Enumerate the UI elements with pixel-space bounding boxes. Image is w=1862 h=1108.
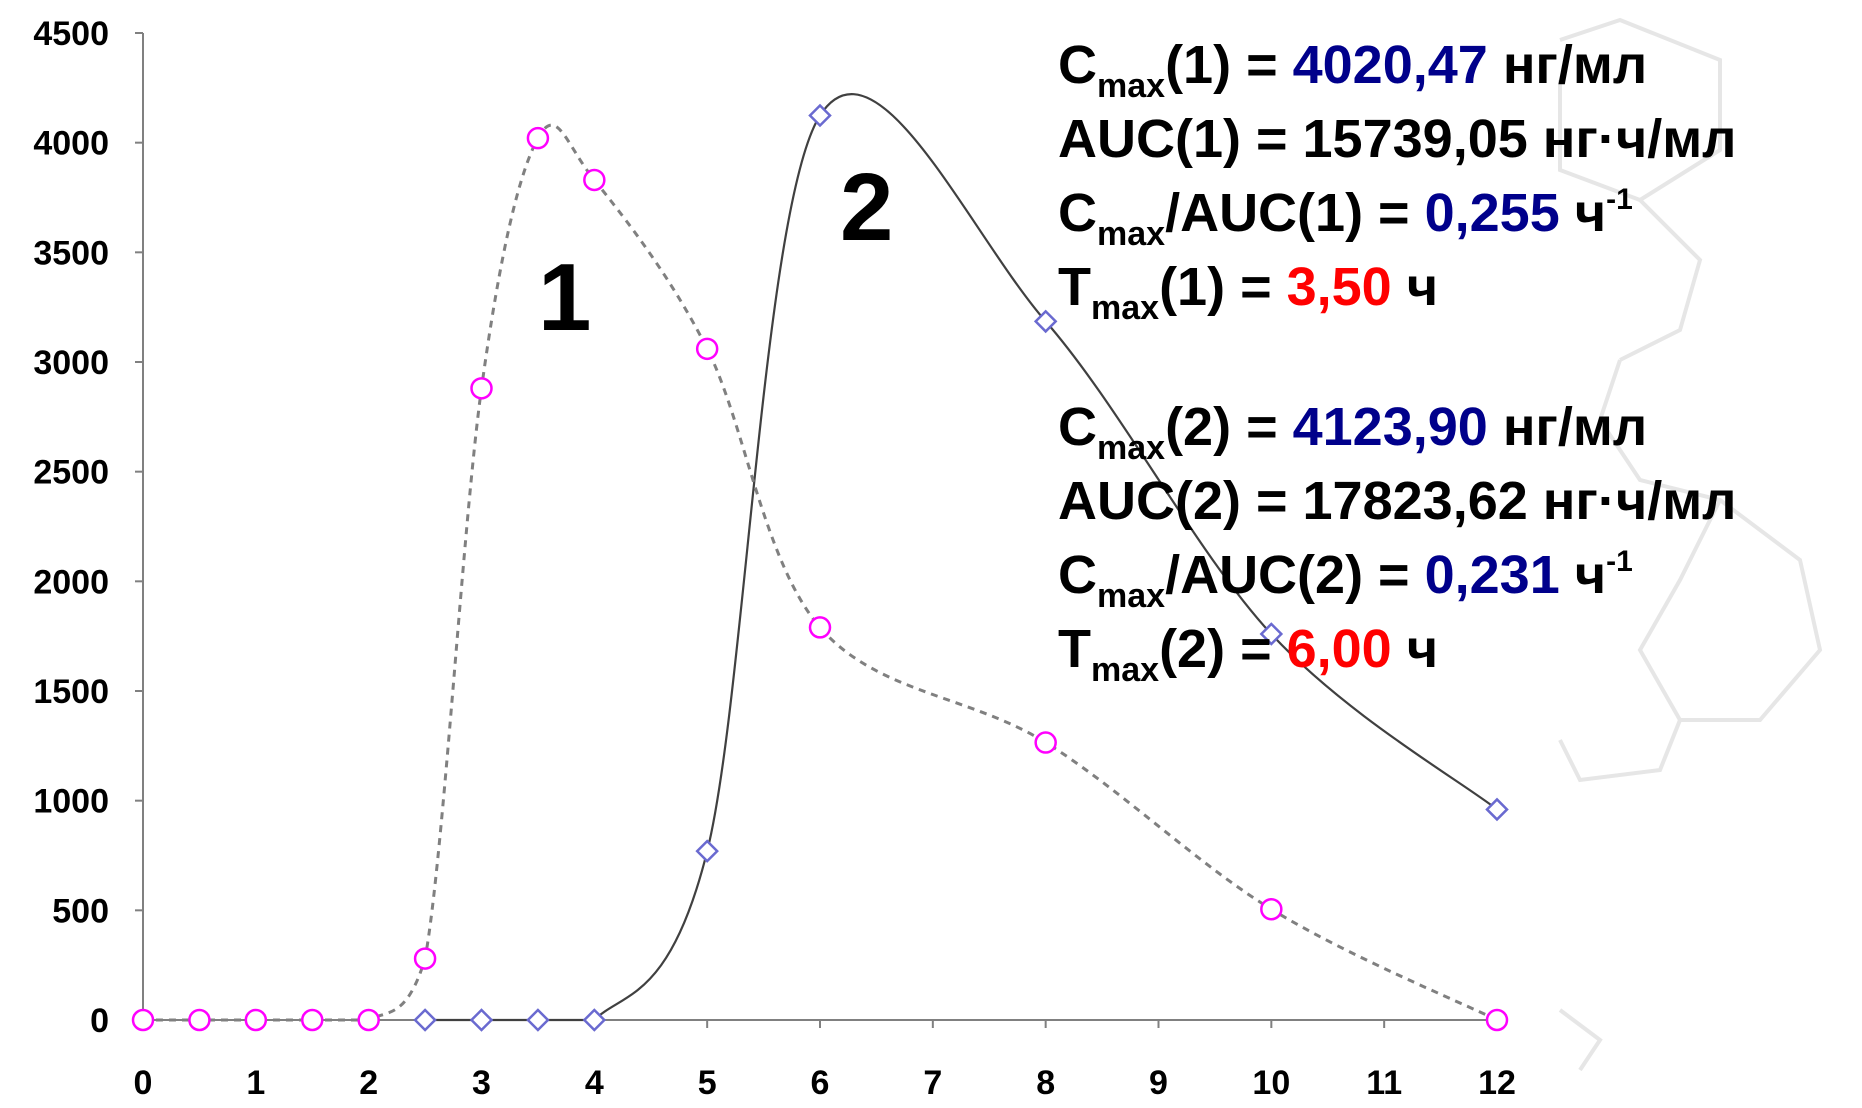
series-2-point: [1485, 797, 1509, 822]
series-2-label: 2: [840, 154, 893, 261]
tmax-2-unit: ч: [1391, 619, 1439, 679]
series-1-label: 1: [538, 244, 591, 351]
x-tick-label: 11: [1366, 1064, 1402, 1102]
series-1-point: [470, 377, 493, 400]
auc-2-line: AUC(2) = 17823,62 нг·ч/мл: [1058, 471, 1737, 531]
tmax-1-sub: max: [1091, 289, 1160, 327]
y-tick-label: 3000: [33, 344, 109, 382]
cmax-1-value: 4020,47: [1292, 35, 1488, 95]
cmax-1-sub: max: [1097, 67, 1166, 105]
tmax-1-label: T: [1058, 257, 1091, 317]
cmax-2-arg: (2) =: [1165, 397, 1293, 457]
cmax-1-label: C: [1058, 35, 1097, 95]
background-molecule-watermark: [1558, 17, 1823, 1072]
cmax-1-line: Cmax(1) = 4020,47 нг/мл: [1058, 28, 1736, 105]
x-tick-label: 0: [134, 1064, 153, 1102]
series-markers: [131, 103, 1509, 1032]
cmax-2-sub: max: [1097, 429, 1166, 467]
x-tick-label: 8: [1036, 1064, 1055, 1102]
series-1-point: [1034, 731, 1057, 754]
cmax-2-label: C: [1058, 397, 1097, 457]
y-tick-label: 4500: [33, 15, 109, 53]
tmax-2-label: T: [1058, 619, 1091, 679]
x-tick-label: 2: [359, 1064, 378, 1102]
tmax-2-arg: (2) =: [1159, 619, 1287, 679]
tmax-1-value: 3,50: [1286, 257, 1392, 317]
series-2-point: [1259, 622, 1284, 646]
y-tick-label: 500: [52, 892, 109, 930]
x-tick-label: 5: [698, 1064, 717, 1102]
x-tick-label: 6: [811, 1064, 830, 1102]
stats-gap: [1058, 324, 1736, 390]
series-1-point: [131, 1008, 155, 1032]
tmax-1-line: Tmax(1) = 3,50 ч: [1058, 250, 1736, 327]
x-tick-label: 7: [923, 1064, 942, 1102]
x-tick-label: 1: [246, 1064, 265, 1102]
y-tick-label: 1000: [33, 783, 109, 821]
series-1-point: [188, 1008, 211, 1032]
series-2-line: [425, 93, 1498, 1022]
series-1-point: [1485, 1008, 1509, 1032]
tmax-1-arg: (1) =: [1159, 257, 1287, 317]
ratio-2-line: Cmax/AUC(2) = 0,231 ч-1: [1058, 538, 1736, 615]
series-lines: [143, 93, 1498, 1022]
cmax-2-unit: нг/мл: [1487, 397, 1648, 457]
series-2-point: [469, 1008, 494, 1032]
series-2-point: [526, 1008, 550, 1032]
x-tick-label: 10: [1252, 1064, 1290, 1102]
ratio-2-value: 0,231: [1424, 545, 1560, 605]
y-tick-label: 2500: [33, 454, 109, 492]
tmax-1-unit: ч: [1391, 257, 1439, 317]
y-tick-label: 1500: [33, 673, 109, 711]
tmax-2-line: Tmax(2) = 6,00 ч: [1058, 612, 1736, 689]
series-2-point: [808, 103, 832, 128]
tmax-2-value: 6,00: [1286, 619, 1392, 679]
ratio-2-sub: max: [1097, 577, 1166, 615]
series-1-point: [413, 947, 437, 970]
ratio-1-arg: /AUC(1) =: [1165, 183, 1425, 243]
series-1-point: [695, 337, 719, 361]
x-tick-label: 3: [472, 1064, 491, 1102]
x-tick-label: 9: [1149, 1064, 1168, 1102]
y-axis-ticks: 0 500 1000 1500 2000 2500 3000 3500 4000 4500: [33, 15, 143, 1040]
y-tick-label: 3500: [33, 234, 109, 272]
ratio-1-line: Cmax/AUC(1) = 0,255 ч-1: [1058, 176, 1736, 253]
cmax-2-line: Cmax(2) = 4123,90 нг/мл: [1058, 390, 1736, 467]
auc-1-line: AUC(1) = 15739,05 нг·ч/мл: [1058, 109, 1737, 169]
ratio-1-label: C: [1058, 183, 1097, 243]
series-2-point: [1033, 309, 1058, 334]
series-2-point: [413, 1008, 437, 1032]
ratio-1-sub: max: [1097, 215, 1166, 253]
ratio-1-exp: -1: [1606, 183, 1633, 216]
ratio-1-unit: ч: [1559, 183, 1607, 243]
cmax-1-unit: нг/мл: [1487, 35, 1648, 95]
ratio-1-value: 0,255: [1424, 183, 1560, 243]
x-tick-label: 4: [585, 1064, 604, 1102]
x-axis-ticks: 0 1 2 3 4 5 6 7 8 9 10 11 12: [134, 1020, 1516, 1102]
ratio-2-unit: ч: [1559, 545, 1607, 605]
series-1-point: [244, 1008, 268, 1032]
ratio-2-arg: /AUC(2) =: [1165, 545, 1425, 605]
y-tick-label: 0: [90, 1002, 109, 1040]
stats-panel: Cmax(1) = 4020,47 нг/мл AUC(1) = 15739,0…: [1058, 28, 1737, 689]
series-1-point: [808, 616, 832, 639]
series-1-point: [1260, 897, 1283, 921]
y-tick-label: 2000: [33, 563, 109, 601]
series-1-point: [583, 168, 606, 192]
ratio-2-exp: -1: [1606, 545, 1633, 578]
x-tick-label: 12: [1478, 1064, 1516, 1102]
ratio-2-label: C: [1058, 545, 1097, 605]
cmax-1-arg: (1) =: [1165, 35, 1293, 95]
y-tick-label: 4000: [33, 125, 109, 163]
series-1-point: [301, 1008, 324, 1032]
cmax-2-value: 4123,90: [1292, 397, 1488, 457]
series-1-point: [526, 126, 550, 150]
tmax-2-sub: max: [1091, 651, 1160, 689]
series-1-point: [357, 1008, 380, 1032]
series-2-point: [695, 839, 719, 863]
series-2-point: [582, 1008, 607, 1032]
